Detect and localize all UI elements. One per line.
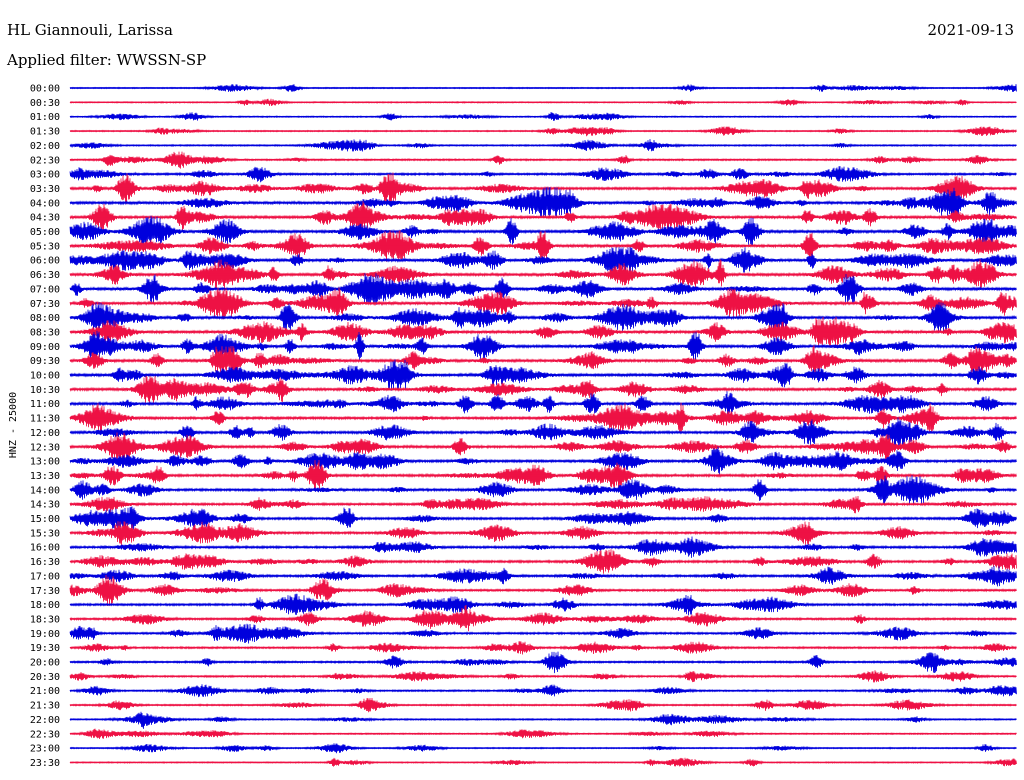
row-label: 23:00 <box>30 744 60 755</box>
row-label: 15:00 <box>30 514 60 525</box>
row-label: 07:30 <box>30 299 60 310</box>
row-label: 02:30 <box>30 155 60 166</box>
row-label: 13:00 <box>30 457 60 468</box>
row-label: 03:30 <box>30 184 60 195</box>
row-label: 12:30 <box>30 442 60 453</box>
row-label: 10:30 <box>30 385 60 396</box>
row-label: 11:30 <box>30 414 60 425</box>
row-label: 18:30 <box>30 614 60 625</box>
row-label: 12:00 <box>30 428 60 439</box>
row-label: 04:00 <box>30 198 60 209</box>
row-label: 03:00 <box>30 170 60 181</box>
row-label: 19:00 <box>30 629 60 640</box>
row-label: 05:00 <box>30 227 60 238</box>
row-label: 01:30 <box>30 127 60 138</box>
row-label: 08:00 <box>30 313 60 324</box>
row-label: 19:30 <box>30 643 60 654</box>
row-label: 01:00 <box>30 112 60 123</box>
filter-label: Applied filter: WWSSN-SP <box>7 51 207 69</box>
row-label: 16:00 <box>30 543 60 554</box>
row-label: 15:30 <box>30 528 60 539</box>
row-label: 16:30 <box>30 557 60 568</box>
station-title: HL Giannouli, Larissa <box>7 21 173 39</box>
row-label: 06:00 <box>30 256 60 267</box>
trace-group <box>69 83 1017 767</box>
row-label: 00:00 <box>30 84 60 95</box>
row-label: 17:30 <box>30 586 60 597</box>
trace-line <box>69 711 1017 729</box>
row-label: 04:30 <box>30 213 60 224</box>
date-label: 2021-09-13 <box>927 21 1014 39</box>
y-axis-label: HNZ - 25000 <box>8 392 19 458</box>
row-label: 09:30 <box>30 356 60 367</box>
row-label: 13:30 <box>30 471 60 482</box>
row-label: 06:30 <box>30 270 60 281</box>
row-label: 17:00 <box>30 571 60 582</box>
row-label: 22:00 <box>30 715 60 726</box>
row-label: 11:00 <box>30 399 60 410</box>
row-label: 21:00 <box>30 686 60 697</box>
row-label: 08:30 <box>30 327 60 338</box>
row-label: 09:00 <box>30 342 60 353</box>
row-label: 18:00 <box>30 600 60 611</box>
row-label: 20:00 <box>30 658 60 669</box>
trace-line <box>69 604 1017 632</box>
row-label: 05:30 <box>30 241 60 252</box>
row-label: 14:00 <box>30 485 60 496</box>
row-label: 00:30 <box>30 98 60 109</box>
row-label: 20:30 <box>30 672 60 683</box>
row-labels: 00:00 00:30 01:00 01:30 02:00 02:30 03:00 03:30… <box>30 84 60 769</box>
row-label: 22:30 <box>30 729 60 740</box>
row-label: 07:00 <box>30 284 60 295</box>
row-label: 02:00 <box>30 141 60 152</box>
row-label: 14:30 <box>30 500 60 511</box>
row-label: 10:00 <box>30 371 60 382</box>
row-label: 23:30 <box>30 758 60 769</box>
row-label: 21:30 <box>30 701 60 712</box>
